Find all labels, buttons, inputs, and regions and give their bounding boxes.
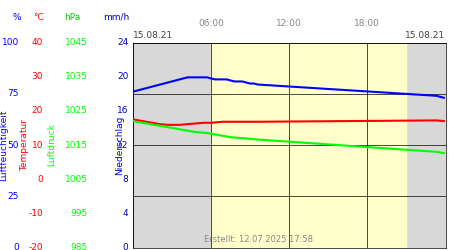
Text: Luftfeuchtigkeit: Luftfeuchtigkeit xyxy=(0,109,8,181)
Text: 0: 0 xyxy=(37,175,43,184)
Text: 1015: 1015 xyxy=(65,140,88,149)
Text: 12: 12 xyxy=(117,140,128,149)
Text: 985: 985 xyxy=(71,243,88,250)
Text: 0: 0 xyxy=(13,243,19,250)
Text: %: % xyxy=(13,12,22,22)
Text: 10: 10 xyxy=(32,140,43,149)
Text: 06:00: 06:00 xyxy=(198,18,224,28)
Text: 100: 100 xyxy=(2,38,19,47)
Text: 24: 24 xyxy=(117,38,128,47)
Text: -10: -10 xyxy=(28,209,43,218)
Text: Luftdruck: Luftdruck xyxy=(47,124,56,166)
Text: Temperatur: Temperatur xyxy=(20,119,29,171)
Text: 0: 0 xyxy=(122,243,128,250)
Text: 1005: 1005 xyxy=(65,175,88,184)
Text: 15.08.21: 15.08.21 xyxy=(133,31,173,40)
Text: 50: 50 xyxy=(7,140,19,149)
Text: 1035: 1035 xyxy=(65,72,88,81)
Text: 4: 4 xyxy=(122,209,128,218)
Text: 40: 40 xyxy=(32,38,43,47)
Text: °C: °C xyxy=(33,12,44,22)
Text: hPa: hPa xyxy=(64,12,80,22)
Text: 15.08.21: 15.08.21 xyxy=(405,31,446,40)
Text: 12:00: 12:00 xyxy=(276,18,302,28)
Text: Erstellt: 12.07.2025 17:58: Erstellt: 12.07.2025 17:58 xyxy=(204,236,313,244)
Bar xyxy=(211,42,406,248)
Text: 20: 20 xyxy=(32,106,43,115)
Text: 1025: 1025 xyxy=(65,106,88,115)
Text: -20: -20 xyxy=(29,243,43,250)
Text: 20: 20 xyxy=(117,72,128,81)
Text: 8: 8 xyxy=(122,175,128,184)
Text: 16: 16 xyxy=(117,106,128,115)
Text: mm/h: mm/h xyxy=(103,12,129,22)
Text: 30: 30 xyxy=(32,72,43,81)
Text: 75: 75 xyxy=(7,89,19,98)
Text: 995: 995 xyxy=(71,209,88,218)
Text: 18:00: 18:00 xyxy=(354,18,380,28)
Text: 1045: 1045 xyxy=(65,38,88,47)
Text: 25: 25 xyxy=(8,192,19,201)
Text: Niederschlag: Niederschlag xyxy=(115,115,124,175)
